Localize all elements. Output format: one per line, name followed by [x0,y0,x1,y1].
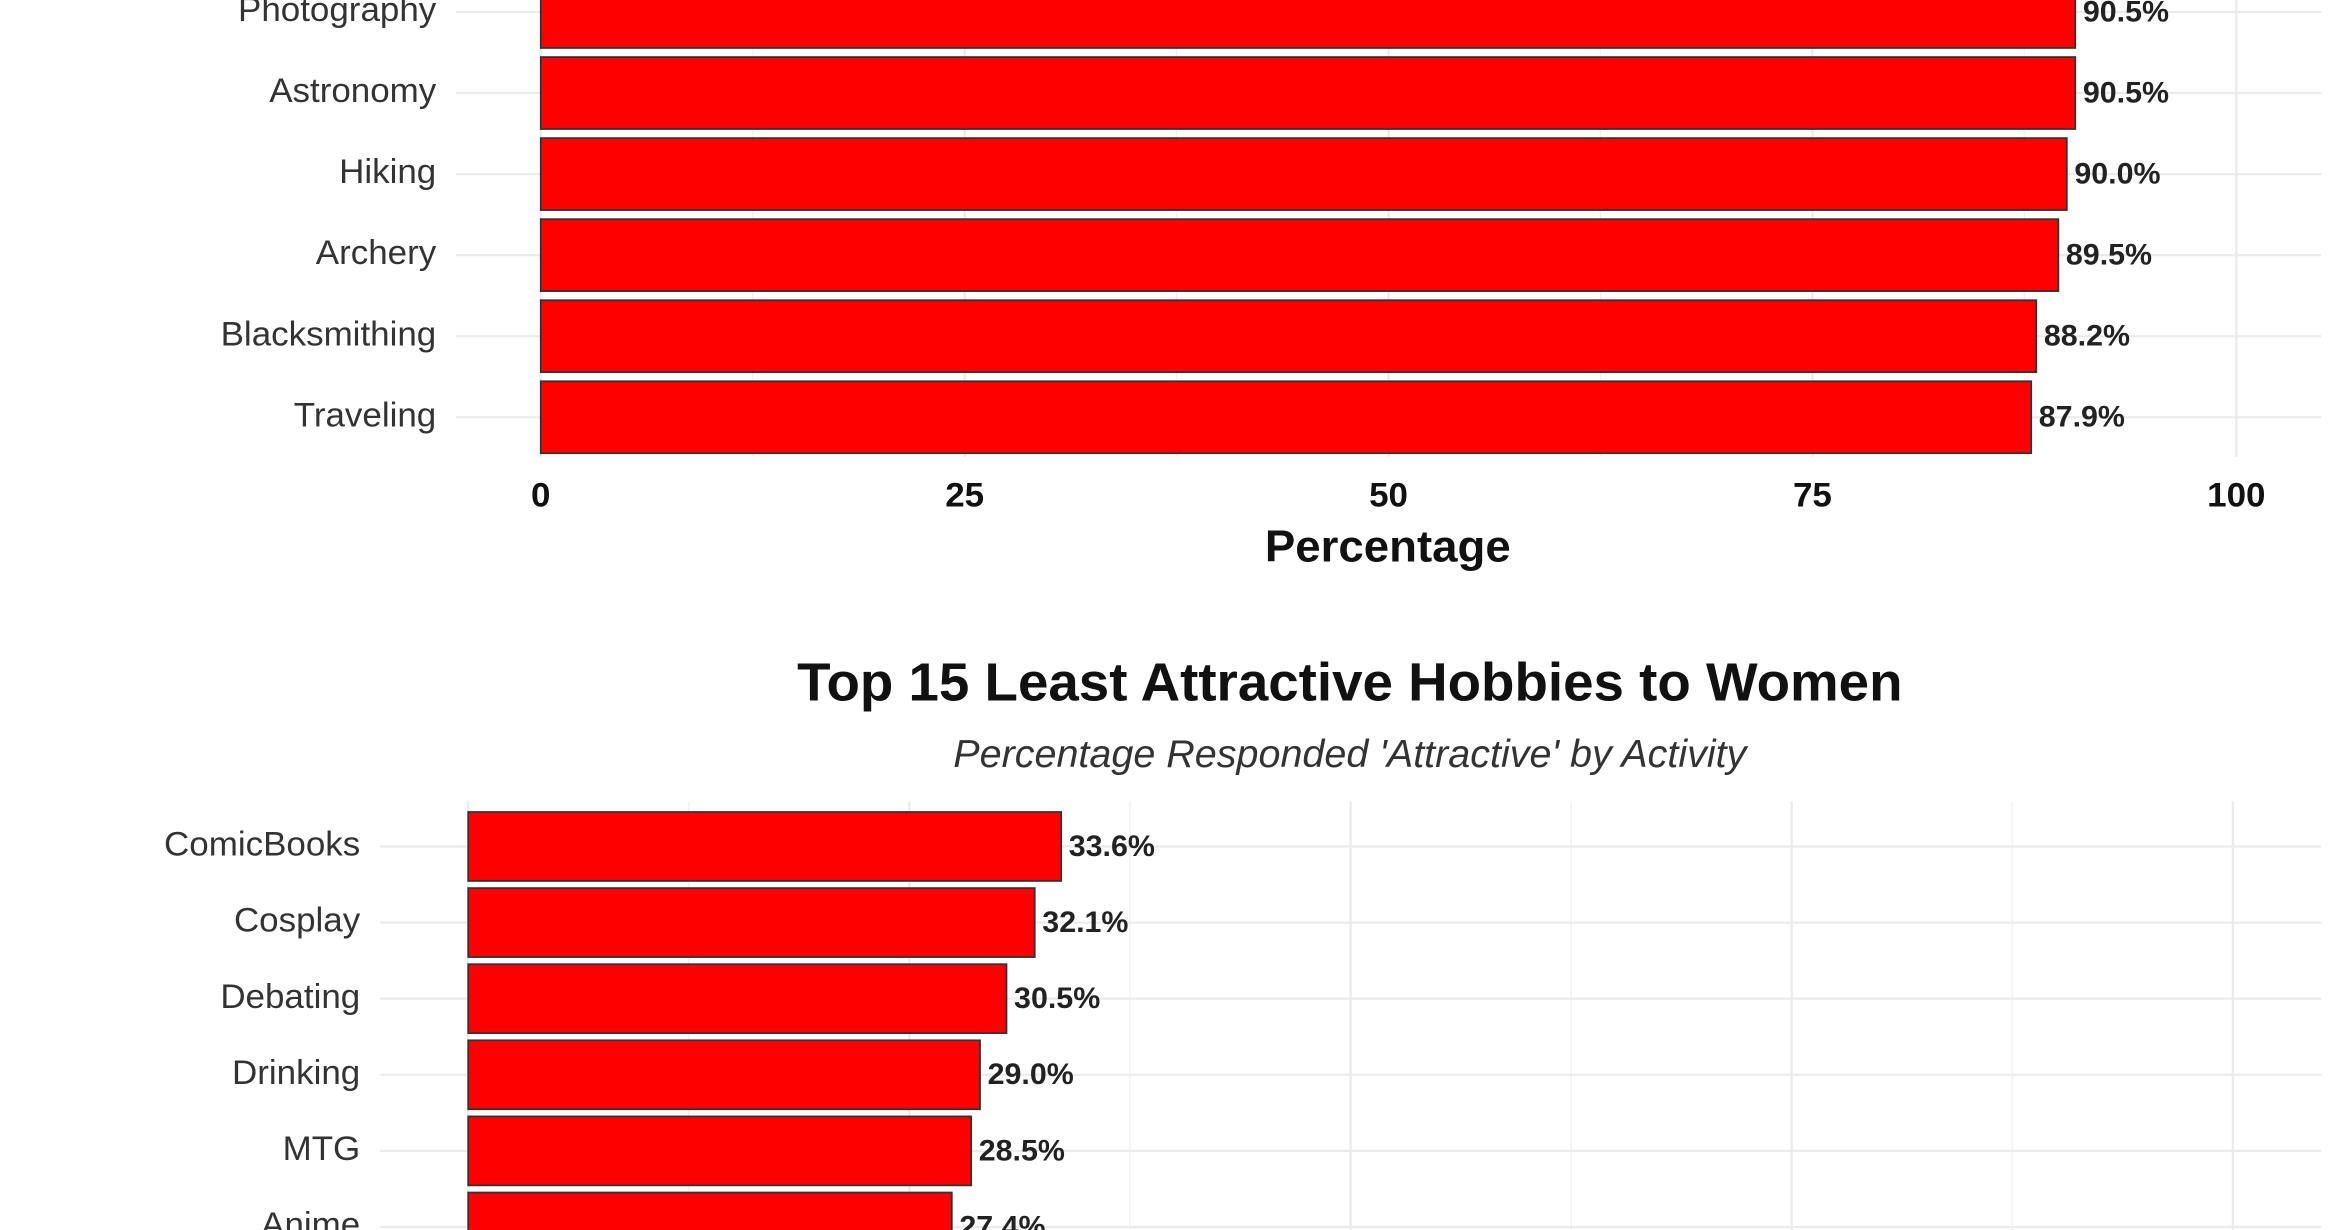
chart-title: Top 15 Least Attractive Hobbies to Women [797,652,1902,713]
bar [467,811,1063,882]
value-label: 28.5% [979,1134,1065,1167]
x-tick-label: 0 [531,477,550,515]
value-label: 27.4% [959,1211,1045,1230]
value-label: 87.9% [2039,401,2125,434]
bar [539,0,2077,49]
bar [539,299,2038,374]
x-tick-label: 25 [945,477,984,515]
y-tick-label: Blacksmithing [221,316,437,354]
value-label: 30.5% [1014,982,1100,1015]
x-axis-label: Percentage [1265,521,1511,572]
chart-subtitle: Percentage Responded 'Attractive' by Act… [953,732,1748,776]
y-tick-label: MTG [283,1130,361,1168]
y-tick-label: Drinking [232,1054,360,1092]
bar [467,1191,953,1230]
bar [467,1115,973,1187]
value-label: 32.1% [1042,906,1128,939]
value-label: 89.5% [2066,239,2152,272]
y-tick-label: Astronomy [269,72,437,110]
value-label: 88.2% [2044,320,2130,353]
bar [539,137,2068,211]
bar [539,218,2060,292]
value-label: 90.0% [2074,158,2160,191]
bar [467,963,1008,1035]
value-label: 33.6% [1069,830,1155,863]
bar [539,56,2077,130]
x-tick-label: 50 [1369,477,1408,515]
y-tick-label: Debating [220,978,360,1016]
y-tick-label: ComicBooks [164,826,360,864]
value-label: 29.0% [988,1058,1074,1091]
value-label: 90.5% [2083,77,2169,110]
y-tick-label: Traveling [294,397,436,435]
y-tick-label: Hiking [339,153,436,191]
bar [467,887,1036,958]
value-label: 90.5% [2083,0,2169,28]
y-tick-label: Cosplay [234,902,361,940]
bar [539,380,2033,455]
y-tick-label: Archery [316,234,437,272]
y-tick-label: Photography [238,0,437,29]
x-tick-label: 100 [2207,477,2265,515]
x-tick-label: 75 [1793,477,1832,515]
bar [467,1039,981,1111]
y-tick-label: Anime [261,1206,360,1230]
